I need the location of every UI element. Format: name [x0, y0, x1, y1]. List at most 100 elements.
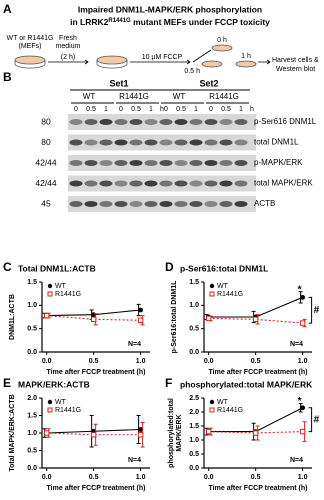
y-tick-label: 2.5 — [189, 395, 199, 402]
band — [144, 119, 158, 125]
diagram-label: Western blot — [276, 66, 315, 73]
band — [174, 160, 188, 166]
panel-label: A — [3, 2, 12, 16]
y-tick-label: 1.0 — [27, 430, 37, 437]
lane-label: 0.5 — [221, 106, 231, 113]
band — [129, 119, 143, 125]
annotation: * — [298, 396, 302, 407]
band — [189, 180, 203, 187]
x-tick-label: 0.0 — [204, 474, 214, 481]
band — [114, 201, 128, 207]
mw-label: 80 — [41, 116, 51, 126]
y-axis-label: MAPK/ERK — [176, 414, 183, 451]
band — [159, 180, 173, 187]
annotation: N=4 — [128, 457, 141, 464]
y-axis-label: Total MAPK/ERK:ACTB — [9, 394, 16, 471]
group-label: WT — [83, 92, 96, 101]
band — [84, 139, 98, 146]
row-label: ACTB — [254, 199, 275, 208]
y-tick-label: 0.0 — [27, 465, 37, 472]
x-axis-label: Time after FCCP treatment (h) — [209, 369, 308, 376]
point — [138, 427, 144, 432]
point — [137, 432, 144, 438]
band — [129, 201, 143, 207]
diagram-label: Fresh — [59, 35, 77, 42]
band — [189, 139, 203, 146]
series-line — [208, 296, 303, 318]
annotation: # — [314, 305, 320, 316]
row-label: total DNM1L — [254, 138, 299, 147]
band — [129, 160, 143, 166]
band — [69, 160, 83, 166]
band — [69, 201, 83, 207]
title: in LRRK2R1441G mutant MEFs under FCCP to… — [70, 17, 270, 27]
band — [84, 119, 98, 125]
title: Impaired DNM1L-MAPK/ERK phosphorylation — [78, 4, 262, 14]
point — [43, 430, 50, 436]
y-tick-label: 1.5 — [189, 279, 199, 286]
diagram-label: medium — [56, 43, 81, 50]
band — [219, 119, 233, 125]
band — [114, 160, 128, 166]
band — [219, 180, 233, 187]
band — [174, 201, 188, 207]
diagram-label: (2 h) — [61, 54, 75, 61]
annotation: # — [314, 414, 320, 425]
diagram-label: 0.5 h — [184, 68, 200, 75]
y-axis-label: p-Ser616:total DNM1L — [171, 280, 178, 353]
lane-label: 1 — [239, 106, 243, 113]
band — [159, 160, 173, 166]
legend-label: WT — [55, 283, 67, 290]
diagram-label: 0 h — [217, 37, 227, 44]
mw-label: 42/44 — [35, 157, 57, 167]
band — [129, 139, 143, 146]
point — [299, 428, 306, 435]
legend-marker — [47, 399, 53, 405]
legend-label: R1441G — [217, 291, 243, 298]
group-label: R1441G — [119, 92, 149, 101]
y-axis-label: DNM1L:ACTB — [9, 294, 16, 340]
title-part: mutant MEFs under FCCP toxicity — [131, 17, 270, 27]
x-tick-label: 1.0 — [298, 474, 308, 481]
band — [234, 160, 248, 166]
point — [300, 405, 306, 411]
panel-label: B — [3, 70, 12, 84]
mw-label: 45 — [41, 198, 51, 208]
x-tick-label: 0.5 — [89, 358, 99, 365]
diagram-label: Harvest cells & — [272, 57, 319, 64]
band — [234, 139, 248, 146]
band — [69, 180, 83, 187]
annotation: N=4 — [290, 457, 303, 464]
band — [69, 119, 83, 125]
lane-label: 1 — [104, 106, 108, 113]
lane-label: 1 — [149, 106, 153, 113]
chart-title: MAPK/ERK:ACTB — [18, 379, 90, 389]
point — [299, 320, 306, 326]
point — [138, 307, 144, 313]
point — [90, 432, 97, 438]
band — [144, 139, 158, 146]
band — [99, 160, 113, 166]
panel-label: F — [165, 376, 172, 390]
y-tick-label: 0.0 — [27, 349, 37, 356]
lane-label: 0 — [164, 106, 168, 113]
annotation: N=4 — [128, 341, 141, 348]
legend-label: WT — [217, 399, 229, 406]
point — [137, 317, 144, 323]
diagram-shapes — [14, 44, 271, 69]
band — [204, 180, 218, 187]
band — [69, 139, 83, 146]
band — [129, 180, 143, 187]
band — [234, 180, 248, 187]
row-label: total MAPK/ERK — [254, 179, 313, 188]
x-tick-label: 0.0 — [42, 358, 52, 365]
band — [114, 119, 128, 125]
band — [159, 201, 173, 207]
x-tick-label: 0.5 — [251, 474, 261, 481]
y-tick-label: 1.5 — [27, 412, 37, 419]
panel-label: C — [3, 260, 12, 274]
mw-label: 42/44 — [35, 178, 57, 188]
lane-label: 0 — [119, 106, 123, 113]
legend-marker — [209, 399, 215, 405]
x-tick-label: 1.0 — [136, 474, 146, 481]
